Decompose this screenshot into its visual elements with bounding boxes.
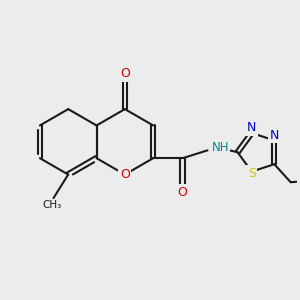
Text: CH₃: CH₃ <box>42 200 62 210</box>
Text: O: O <box>178 186 188 199</box>
Text: NH: NH <box>212 141 229 154</box>
Text: N: N <box>247 121 256 134</box>
Text: S: S <box>248 167 256 180</box>
Text: O: O <box>120 67 130 80</box>
Text: O: O <box>120 168 130 181</box>
Text: N: N <box>270 129 279 142</box>
